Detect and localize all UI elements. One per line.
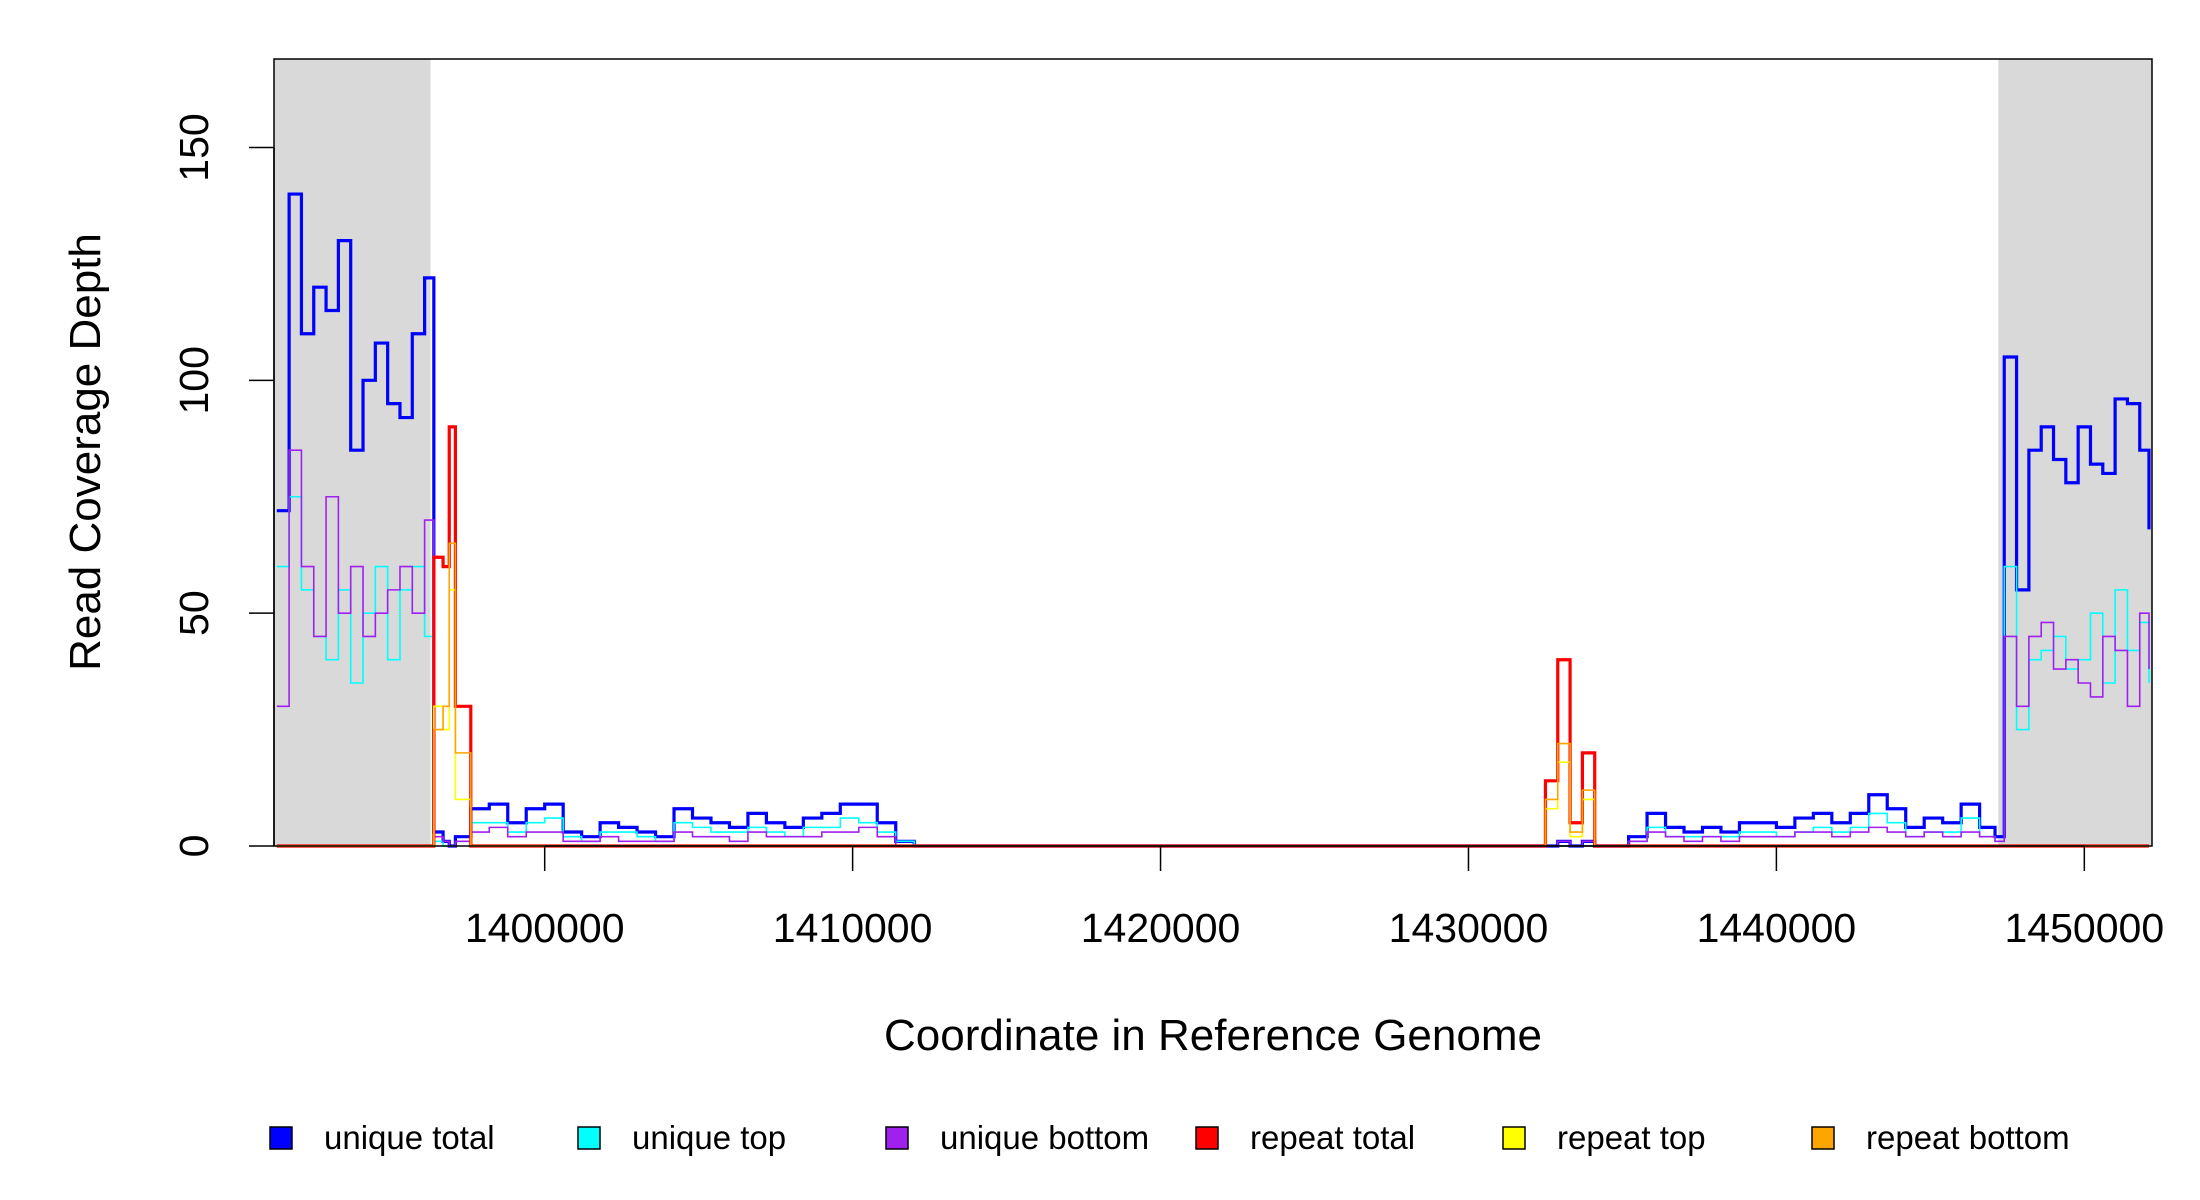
x-tick-label: 1430000 <box>1389 905 1549 951</box>
shaded-region <box>1998 59 2152 846</box>
shaded-region <box>274 59 431 846</box>
legend-swatch <box>1811 1126 1835 1150</box>
x-tick-label: 1450000 <box>2005 905 2165 951</box>
legend-swatch <box>577 1126 601 1150</box>
legend-label: unique top <box>632 1119 786 1156</box>
legend-label: repeat total <box>1250 1119 1415 1156</box>
y-tick-label: 0 <box>171 835 217 858</box>
legend-swatch <box>885 1126 909 1150</box>
y-tick-label: 50 <box>171 590 217 636</box>
x-tick-label: 1440000 <box>1697 905 1857 951</box>
y-tick-label: 150 <box>171 113 217 181</box>
plot-frame <box>273 58 2153 847</box>
y-axis-title: Read Coverage Depth <box>61 233 110 671</box>
x-tick-label: 1420000 <box>1081 905 1241 951</box>
legend-swatch <box>1195 1126 1219 1150</box>
legend-label: unique total <box>324 1119 495 1156</box>
coverage-line <box>276 449 2150 847</box>
legend-label: repeat bottom <box>1866 1119 2070 1156</box>
coverage-line <box>276 192 2151 848</box>
x-tick-label: 1410000 <box>773 905 933 951</box>
legend-swatch <box>1502 1126 1526 1150</box>
legend-label: unique bottom <box>940 1119 1149 1156</box>
x-tick-label: 1400000 <box>465 905 625 951</box>
coverage-line <box>276 425 2149 848</box>
legend-swatch <box>269 1126 293 1150</box>
x-axis-title: Coordinate in Reference Genome <box>884 1011 1542 1060</box>
legend-label: repeat top <box>1557 1119 1706 1156</box>
y-tick-label: 100 <box>171 346 217 414</box>
